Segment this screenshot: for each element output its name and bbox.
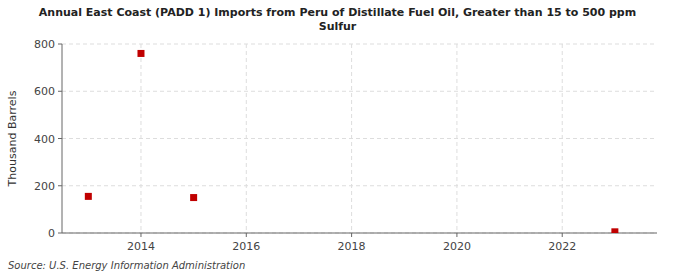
y-tick	[58, 185, 62, 186]
grid	[62, 44, 657, 233]
x-tick-label: 2014	[127, 240, 155, 253]
x-tick-label: 2022	[548, 240, 576, 253]
chart: Annual East Coast (PADD 1) Imports from …	[0, 0, 675, 275]
y-tick	[58, 138, 62, 139]
y-tick	[58, 91, 62, 92]
x-grid-line	[140, 44, 141, 233]
y-tick-label: 200	[34, 180, 55, 193]
x-tick	[456, 233, 457, 237]
point	[85, 193, 92, 200]
x-tick-label: 2016	[232, 240, 260, 253]
y-tick	[58, 44, 62, 45]
y-grid-line	[62, 185, 657, 186]
y-grid-line	[62, 44, 657, 45]
x-tick	[140, 233, 141, 237]
y-tick-label: 400	[34, 133, 55, 146]
y-axis-label: Thousand Barrels	[6, 90, 19, 187]
title-line: Sulfur	[319, 20, 357, 33]
x-tick	[246, 233, 247, 237]
x-grid-line	[351, 44, 352, 233]
points	[85, 50, 619, 233]
y-grid-line	[62, 91, 657, 92]
y-tick	[58, 233, 62, 234]
point	[611, 228, 618, 233]
point	[137, 50, 144, 57]
source: Source: U.S. Energy Information Administ…	[8, 260, 245, 271]
y-grid-line	[62, 233, 657, 234]
x-axis-line	[62, 233, 657, 234]
x-tick-label: 2020	[443, 240, 471, 253]
title: Annual East Coast (PADD 1) Imports from …	[39, 6, 636, 33]
title-line: Annual East Coast (PADD 1) Imports from …	[39, 6, 636, 19]
y-tick-label: 800	[34, 38, 55, 51]
x-tick-label: 2018	[338, 240, 366, 253]
point	[190, 194, 197, 201]
y-tick-label: 0	[48, 227, 55, 240]
x-tick	[562, 233, 563, 237]
x-tick	[351, 233, 352, 237]
y-grid-line	[62, 138, 657, 139]
y-tick-label: 600	[34, 85, 55, 98]
x-grid-line	[562, 44, 563, 233]
y-axis-line	[62, 44, 63, 233]
x-grid-line	[246, 44, 247, 233]
x-grid-line	[456, 44, 457, 233]
